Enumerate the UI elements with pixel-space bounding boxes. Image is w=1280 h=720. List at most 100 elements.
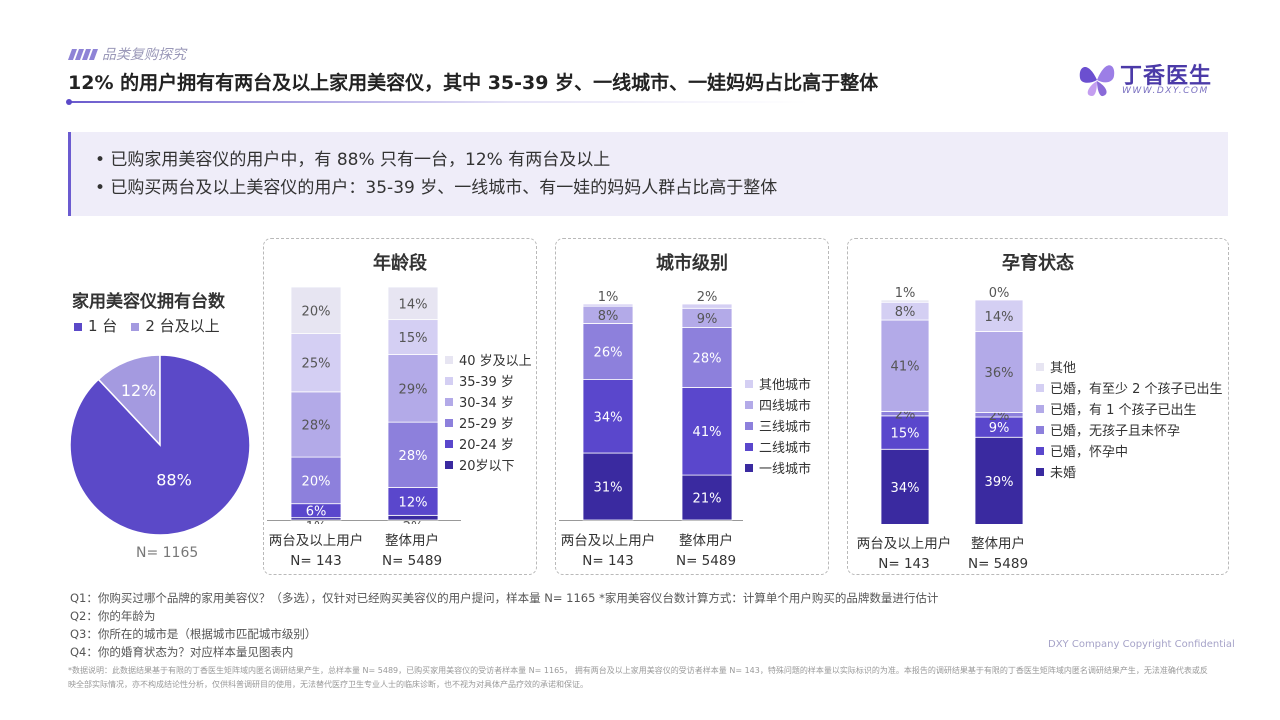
legend-swatch (131, 322, 140, 331)
city-legend: 其他城市四线城市 三线城市二线城市一线城市 (745, 373, 811, 478)
legend-label: 其他城市 (759, 378, 812, 393)
legend-item: 未婚 (1036, 461, 1223, 482)
section-tag: 品类复购探究 (67, 44, 186, 64)
age-chart-title: 年龄段 (373, 253, 427, 274)
bar-data-label: 21% (693, 492, 722, 507)
city-stacked-bar-chart: 31% 34% 26% 8% 1% 21% 41% 28% 9% 2% (559, 290, 743, 521)
legend-label: 20岁以下 (459, 459, 515, 474)
bar-data-label: 9% (989, 421, 1010, 436)
legend-item: 三线城市 (745, 415, 811, 436)
bar-data-label: 25% (302, 357, 331, 372)
legend-item: 四线城市 (745, 394, 811, 415)
summary-callout: • 已购家用美容仪的用户中，有 88% 只有一台，12% 有两台及以上 • 已购… (68, 132, 1228, 216)
bar-segment (681, 303, 733, 309)
age-panel (263, 238, 537, 575)
bar-segment (290, 456, 342, 505)
bar-data-label: 6% (306, 505, 327, 520)
bar-segment (290, 333, 342, 393)
age-x-label-1: 两台及以上用户 N= 143 (268, 533, 364, 569)
bar-segment (974, 331, 1024, 413)
logo-name: 丁香医生 (1120, 64, 1213, 89)
bar-segment (880, 415, 930, 450)
pie-chart: 12% 88% (69, 354, 251, 536)
bar-segment (387, 421, 439, 488)
city-x-label-1: 两台及以上用户 N= 143 (560, 533, 656, 569)
city-panel (555, 238, 829, 575)
bar-segment (681, 474, 733, 521)
maternity-stacked-bar-chart: 34%15%2%41%8%1%39%9%2%36%14%0% (880, 286, 1024, 524)
bar-segment (880, 319, 930, 412)
legend-label: 其他 (1050, 361, 1077, 376)
legend-swatch (745, 379, 753, 388)
city-x-label-2: 整体用户 N= 5489 (675, 533, 737, 569)
pie-legend-label: 2 台及以上 (145, 317, 220, 335)
legend-swatch (445, 460, 453, 469)
footnote-q2: Q2：你的年龄为 (70, 609, 156, 623)
page-title: 12% 的用户拥有有两台及以上家用美容仪，其中 35-39 岁、一线城市、一娃妈… (68, 72, 879, 94)
legend-label: 一线城市 (759, 462, 812, 477)
legend-item: 已婚，有至少 2 个孩子已出生 (1036, 377, 1223, 398)
legend-item: 其他城市 (745, 373, 811, 394)
legend-label: 四线城市 (759, 399, 812, 414)
maternity-legend: 其他 已婚，有至少 2 个孩子已出生 已婚，有 1 个孩子已出生 已婚，无孩子且未怀孕… (1036, 356, 1223, 482)
bar-data-label: 8% (598, 309, 619, 324)
footnote-q4: Q4：你的婚育状态为？对应样本量见图表内 (70, 645, 294, 659)
legend-swatch (74, 322, 82, 331)
legend-swatch (445, 397, 453, 406)
legend-swatch (745, 421, 753, 430)
bar-segment (681, 387, 733, 476)
legend-swatch (445, 439, 453, 448)
summary-bullet-2: • 已购买两台及以上美容仪的用户：35-39 岁、一线城市、有一娃的妈妈人群占比… (95, 178, 778, 198)
bar-segment (681, 327, 733, 388)
bar-data-label: 15% (891, 427, 920, 442)
footnote-q3: Q3：你所在的城市是（根据城市匹配城市级别） (70, 627, 317, 641)
legend-label: 40 岁及以上 (459, 354, 532, 369)
legend-swatch (1036, 446, 1044, 455)
legend-item: 20-24 岁 (445, 433, 532, 454)
legend-swatch (1036, 467, 1044, 476)
bar-data-label: 39% (985, 475, 1014, 490)
legend-label: 20-24 岁 (459, 438, 514, 453)
city-chart-title: 城市级别 (656, 253, 728, 274)
legend-swatch (1036, 362, 1044, 371)
legend-label: 30-34 岁 (459, 396, 514, 411)
legend-item: 已婚，怀孕中 (1036, 440, 1223, 461)
legend-label: 未婚 (1050, 466, 1077, 481)
maternity-x-label-1: 两台及以上用户 N= 143 (856, 536, 952, 572)
legend-item: 已婚，无孩子且未怀孕 (1036, 419, 1223, 440)
legend-item: 20岁以下 (445, 454, 532, 475)
legend-swatch (1036, 404, 1044, 413)
legend-swatch (1036, 425, 1044, 434)
bar-data-label: 26% (594, 346, 623, 361)
bar-segment (974, 299, 1024, 332)
bar-data-label: 1% (598, 290, 619, 305)
bar-data-label: 1% (895, 286, 916, 301)
section-tag-label: 品类复购探究 (102, 47, 186, 63)
legend-label: 二线城市 (759, 441, 812, 456)
bar-data-label: 0% (989, 286, 1010, 301)
bar-data-label: 14% (985, 310, 1014, 325)
pie-sample-size: N= 1165 (136, 545, 199, 561)
pie-legend: 1 台 2 台及以上 (74, 315, 220, 336)
bar-data-label: 28% (302, 418, 331, 433)
butterfly-logo-icon (1079, 65, 1115, 97)
pie-slice-label: 12% (121, 381, 157, 400)
pie-slice-label: 88% (156, 470, 192, 489)
legend-swatch (445, 376, 453, 385)
bar-data-label: 12% (399, 495, 428, 510)
title-underline-dot (66, 99, 72, 105)
copyright-text: DXY Company Copyright Confidential (1048, 639, 1235, 650)
legend-swatch (745, 442, 753, 451)
legend-label: 25-29 岁 (459, 417, 514, 432)
legend-item: 其他 (1036, 356, 1223, 377)
age-stacked-bar-chart: 1%6% 20% 28% 25% 20% 2% 12% 28% 29% 15% 14% (267, 286, 461, 524)
bar-data-label: 9% (697, 312, 718, 327)
title-underline (68, 101, 808, 103)
age-x-label-2: 整体用户 N= 5489 (381, 533, 443, 569)
bar-segment (974, 436, 1024, 524)
legend-swatch (445, 355, 453, 364)
bar-data-label: 2% (403, 520, 424, 524)
legend-swatch (445, 418, 453, 427)
bar-data-label: 15% (399, 331, 428, 346)
legend-swatch (745, 400, 753, 409)
